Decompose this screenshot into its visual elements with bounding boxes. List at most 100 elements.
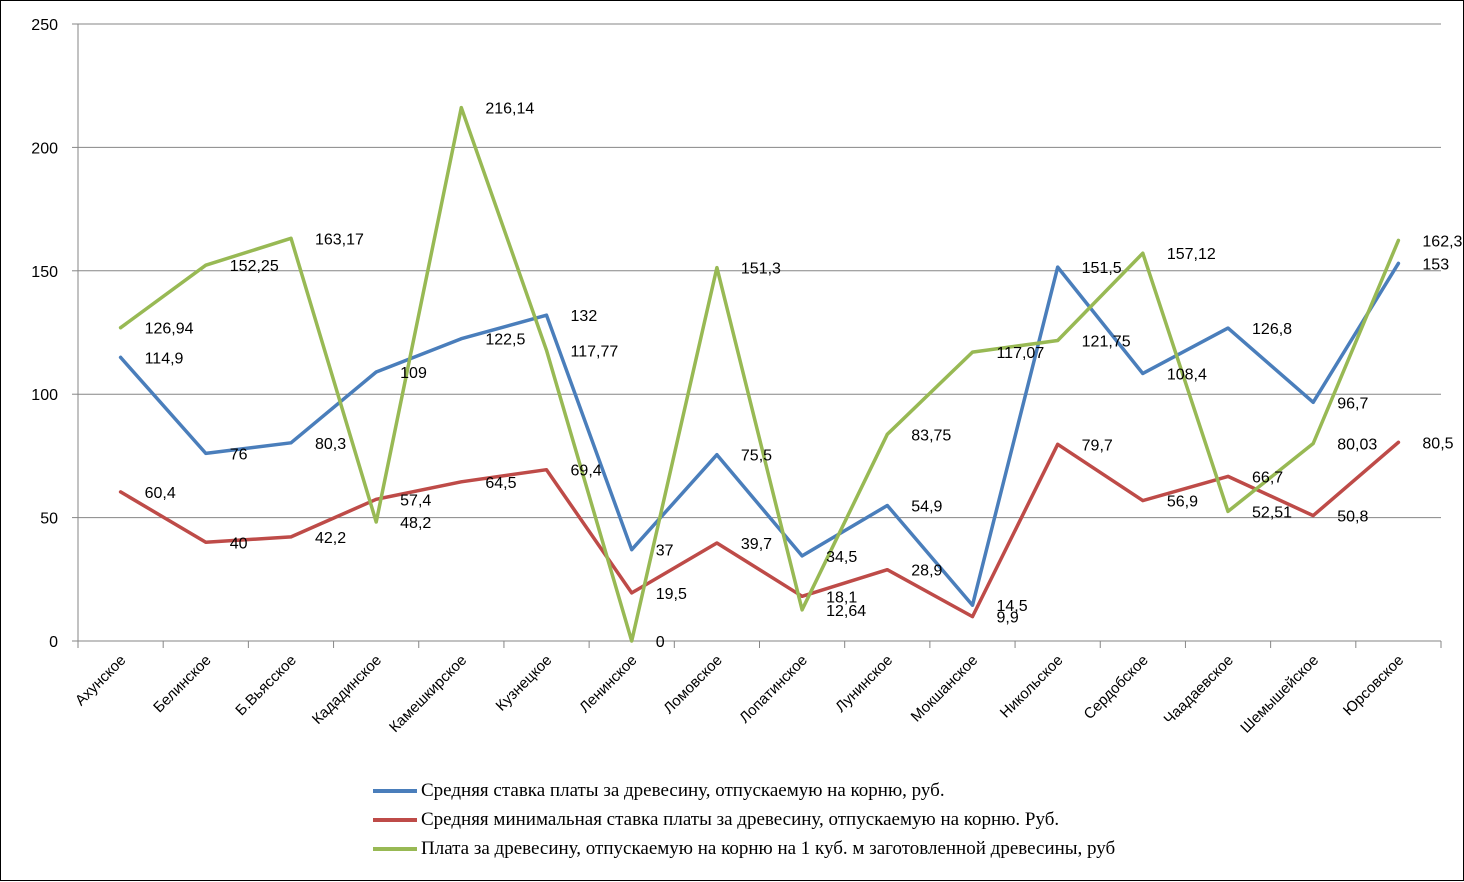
data-point <box>545 468 549 472</box>
data-point <box>1141 499 1145 503</box>
data-point <box>1396 440 1400 444</box>
data-label: 75,5 <box>741 448 772 465</box>
data-point <box>119 490 123 494</box>
data-point <box>1226 474 1230 478</box>
data-point <box>630 591 634 595</box>
legend-label: Плата за древесину, отпускаемую на корню… <box>421 837 1116 859</box>
legend: Средняя ставка платы за древесину, отпус… <box>373 776 1373 863</box>
legend-item-series-1: Средняя минимальная ставка платы за древ… <box>373 805 1373 834</box>
data-label: 18,1 <box>826 589 857 606</box>
data-label: 80,5 <box>1422 435 1453 452</box>
data-point <box>289 441 293 445</box>
data-point <box>1226 509 1230 513</box>
data-label: 216,14 <box>485 101 534 118</box>
data-point <box>1311 400 1315 404</box>
data-label: 9,9 <box>996 610 1018 627</box>
data-point <box>800 554 804 558</box>
data-label: 109 <box>400 365 427 382</box>
data-label: 80,3 <box>315 436 346 453</box>
data-point <box>970 603 974 607</box>
x-category-label: Лопатинское <box>736 652 811 727</box>
data-label: 108,4 <box>1167 366 1207 383</box>
data-point <box>630 639 634 643</box>
data-point <box>800 608 804 612</box>
data-point <box>1311 514 1315 518</box>
y-tick-label: 0 <box>49 634 58 651</box>
x-category-label: Шемышейское <box>1237 652 1322 737</box>
data-label: 66,7 <box>1252 469 1283 486</box>
series-lines <box>118 105 1401 643</box>
data-point <box>289 236 293 240</box>
data-label: 50,8 <box>1337 509 1368 526</box>
data-label: 52,51 <box>1252 504 1292 521</box>
y-tick-label: 250 <box>31 17 58 34</box>
data-label: 151,3 <box>741 261 781 278</box>
data-point <box>800 594 804 598</box>
data-label: 117,77 <box>571 343 619 360</box>
x-category-label: Кададинское <box>309 652 385 728</box>
data-label: 40 <box>230 535 248 552</box>
y-tick-label: 150 <box>31 264 58 281</box>
data-label: 157,12 <box>1167 246 1216 263</box>
data-label: 64,5 <box>485 475 516 492</box>
data-label: 28,9 <box>911 563 942 580</box>
x-category-label: Ленинское <box>576 652 640 716</box>
data-label: 76 <box>230 446 248 463</box>
data-point <box>204 540 208 544</box>
data-label: 39,7 <box>741 536 772 553</box>
data-label: 153 <box>1422 256 1449 273</box>
data-point <box>1311 441 1315 445</box>
data-point <box>1396 238 1400 242</box>
x-category-label: Юрсовское <box>1340 652 1407 719</box>
axes: 0 50 100 150 200 250 Ахунское Белинское Б.Вьясск… <box>31 17 1442 737</box>
x-category-label: Ломовское <box>660 652 725 717</box>
x-category-label: Белинское <box>150 652 214 716</box>
data-label: 163,17 <box>315 231 364 248</box>
data-point <box>459 480 463 484</box>
x-category-label: Камешкирское <box>386 652 470 736</box>
data-point <box>119 326 123 330</box>
data-label: 79,7 <box>1082 437 1113 454</box>
data-point <box>630 548 634 552</box>
data-point <box>1141 371 1145 375</box>
data-point <box>885 568 889 572</box>
legend-swatch-red <box>373 817 417 822</box>
x-category-label: Ахунское <box>72 652 129 709</box>
data-point <box>885 432 889 436</box>
series-line-2 <box>118 105 1401 643</box>
data-label: 14,5 <box>996 598 1027 615</box>
data-label: 69,4 <box>571 463 602 480</box>
data-label: 117,07 <box>996 345 1044 362</box>
legend-item-series-0: Средняя ставка платы за древесину, отпус… <box>373 776 1373 805</box>
data-point <box>204 263 208 267</box>
data-label: 151,5 <box>1082 260 1122 277</box>
data-label: 114,9 <box>145 350 184 367</box>
data-point <box>1396 261 1400 265</box>
data-label: 54,9 <box>911 499 942 516</box>
y-tick-label: 50 <box>40 511 58 528</box>
data-label: 132 <box>571 308 598 325</box>
data-point <box>289 535 293 539</box>
series-line-0 <box>118 261 1401 607</box>
legend-item-series-2: Плата за древесину, отпускаемую на корню… <box>373 834 1373 863</box>
x-category-label: Чаадаевское <box>1161 652 1237 728</box>
data-label: 96,7 <box>1337 395 1368 412</box>
data-point <box>970 350 974 354</box>
data-point <box>459 106 463 110</box>
y-tick-label: 100 <box>31 387 58 404</box>
y-tick-label: 200 <box>31 140 58 157</box>
data-point <box>970 615 974 619</box>
data-point <box>715 266 719 270</box>
data-label: 152,25 <box>230 258 279 275</box>
data-label: 60,4 <box>145 485 176 502</box>
data-point <box>715 541 719 545</box>
gridlines <box>78 23 1441 519</box>
data-point <box>1056 442 1060 446</box>
data-label: 37 <box>656 543 674 560</box>
legend-label: Средняя минимальная ставка платы за древ… <box>421 808 1060 830</box>
x-category-label: Б.Вьясское <box>232 652 299 719</box>
data-point <box>1056 265 1060 269</box>
data-label: 19,5 <box>656 586 687 603</box>
data-label: 126,94 <box>145 321 194 338</box>
